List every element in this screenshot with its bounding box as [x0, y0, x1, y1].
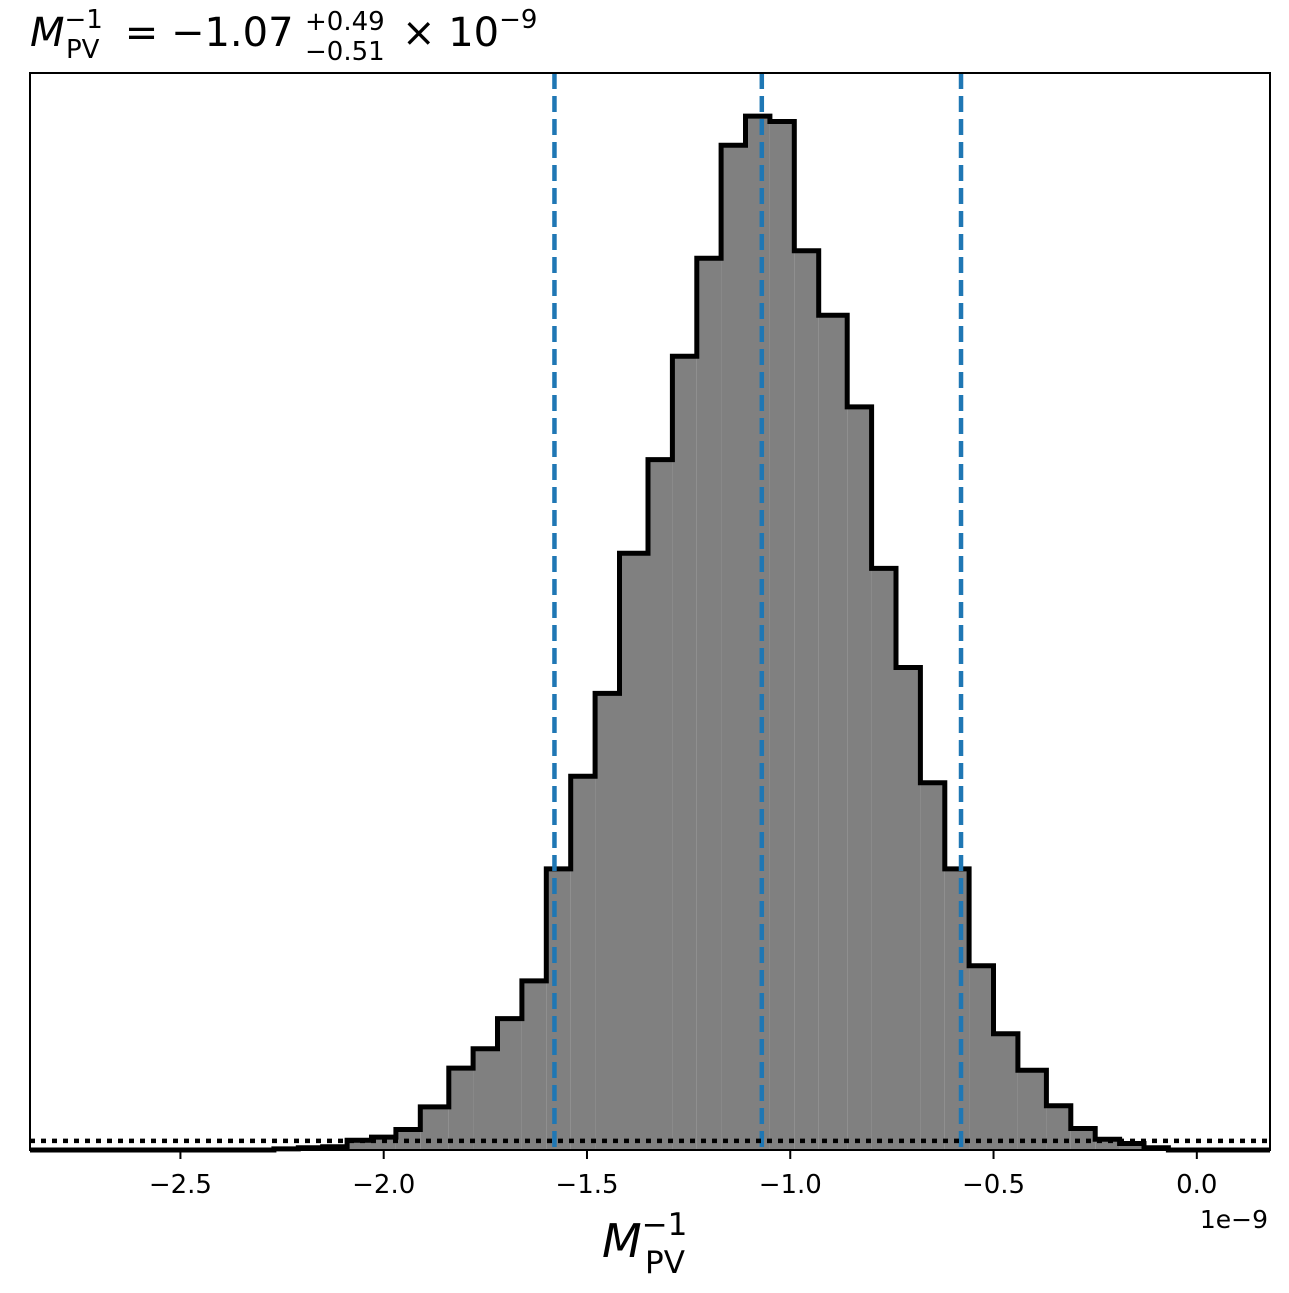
- histogram-bar: [521, 980, 547, 1150]
- title-subscript: PV: [66, 35, 100, 65]
- histogram-bar: [920, 782, 945, 1150]
- x-tick-label: −1.0: [759, 1170, 822, 1200]
- title-times: × 10: [402, 10, 499, 56]
- histogram-bar: [497, 1018, 522, 1150]
- histogram-bars: [273, 116, 1169, 1151]
- histogram-bar: [420, 1106, 449, 1150]
- x-tick-label: 0.0: [1176, 1170, 1217, 1200]
- histogram-bar: [818, 315, 848, 1150]
- x-axis-label: M−1 PV: [602, 1207, 687, 1281]
- histogram-bar: [546, 868, 571, 1150]
- x-tick-label: −1.5: [555, 1170, 618, 1200]
- xlabel-subscript: PV: [645, 1245, 685, 1281]
- histogram-bar: [794, 250, 819, 1150]
- x-tick-label: −2.5: [149, 1170, 212, 1200]
- histogram-bar: [672, 356, 697, 1150]
- histogram-bar: [696, 258, 722, 1150]
- histogram-bar: [745, 116, 770, 1151]
- xlabel-symbol: M: [602, 1214, 642, 1268]
- chart-title: M−1 PV = −1.07 +0.49 −0.51 × 10−9: [30, 5, 537, 67]
- histogram-bar: [721, 145, 746, 1150]
- histogram-bar: [1017, 1070, 1047, 1150]
- histogram-bar: [371, 1137, 396, 1150]
- title-err-minus: −0.51: [305, 37, 385, 67]
- histogram-bar: [473, 1048, 498, 1150]
- histogram-bar: [871, 568, 896, 1150]
- histogram-bar: [969, 965, 994, 1150]
- title-err-plus: +0.49: [305, 7, 385, 37]
- histogram-bar: [993, 1033, 1018, 1150]
- histogram-bar: [847, 406, 872, 1150]
- percentile-lines: [552, 73, 964, 1150]
- title-superscript: −1: [65, 5, 103, 35]
- x-tick-label: −2.0: [352, 1170, 415, 1200]
- histogram-bar: [347, 1140, 372, 1150]
- histogram-bar: [944, 868, 970, 1150]
- histogram-bar: [1119, 1143, 1144, 1150]
- title-equals: = −1.07: [112, 10, 294, 56]
- histogram-bar: [619, 553, 648, 1150]
- histogram-bar: [769, 121, 795, 1150]
- histogram-bar: [448, 1068, 474, 1150]
- histogram-bar: [1070, 1128, 1096, 1150]
- histogram-bar: [648, 459, 673, 1151]
- x-offset-label: 1e−9: [1200, 1205, 1268, 1234]
- x-tick-label: −0.5: [962, 1170, 1025, 1200]
- x-axis-ticks: −2.5 −2.0 −1.5 −1.0 −0.5 0.0: [149, 1150, 1217, 1200]
- plot-frame: [29, 72, 1271, 1151]
- histogram-bar: [1095, 1139, 1120, 1150]
- histogram-bar: [896, 667, 921, 1150]
- histogram-outline: [30, 113, 1270, 1153]
- title-exponent: −9: [499, 5, 537, 35]
- histogram-bar: [1046, 1105, 1071, 1150]
- histogram-bar: [595, 693, 620, 1150]
- title-symbol: M: [30, 10, 65, 56]
- histogram-bar: [570, 776, 596, 1150]
- xlabel-superscript: −1: [642, 1207, 688, 1243]
